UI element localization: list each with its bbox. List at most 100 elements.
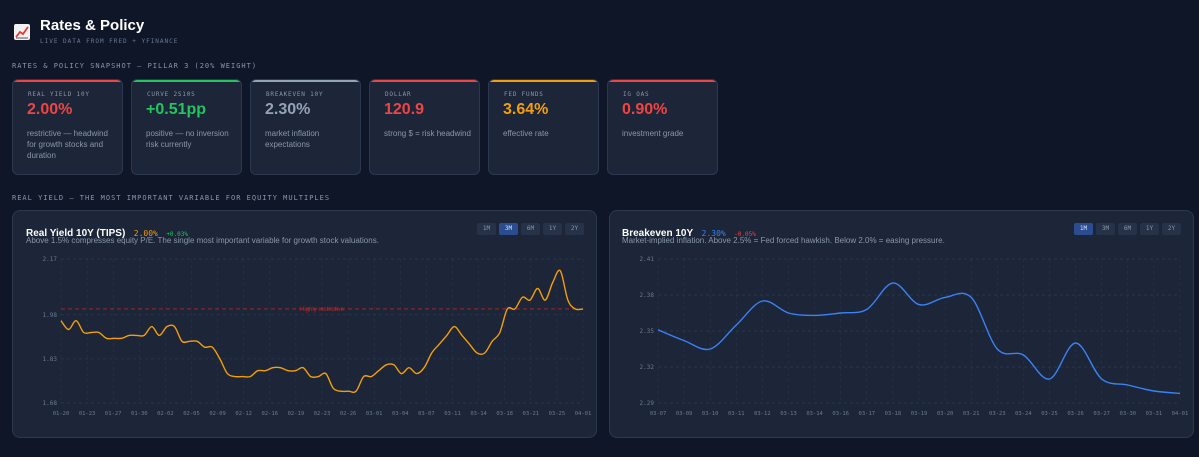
x-tick-label: 03-25 [1041, 411, 1058, 417]
range-button-3m[interactable]: 3M [499, 223, 518, 235]
card-accent-bar [132, 80, 241, 82]
x-tick-label: 03-31 [1146, 411, 1163, 417]
x-tick-label: 04-01 [575, 411, 592, 417]
x-tick-label: 02-05 [183, 411, 200, 417]
x-tick-label: 03-19 [911, 411, 928, 417]
card-value: 2.00% [27, 101, 73, 118]
panel-name: Real Yield 10Y (TIPS) [26, 228, 126, 239]
series-line [657, 282, 1181, 395]
x-tick-label: 02-09 [209, 411, 226, 417]
y-tick-label: 2.38 [640, 292, 655, 299]
range-button-3m[interactable]: 3M [1096, 223, 1115, 235]
x-tick-label: 03-30 [1120, 411, 1137, 417]
card-accent-bar [608, 80, 717, 82]
range-button-2y[interactable]: 2Y [1162, 223, 1181, 235]
reference-line-label: Highly restrictive [300, 307, 345, 313]
y-tick-label: 2.35 [640, 328, 655, 335]
x-tick-label: 01-20 [53, 411, 70, 417]
snapshot-card: IG OAS 0.90% investment grade [607, 79, 718, 175]
x-tick-label: 03-09 [676, 411, 693, 417]
card-value: 0.90% [622, 101, 668, 118]
card-label: FED FUNDS [504, 91, 544, 98]
card-value: +0.51pp [146, 101, 207, 118]
range-button-1y[interactable]: 1Y [1140, 223, 1159, 235]
x-tick-label: 03-21 [523, 411, 540, 417]
x-tick-label: 03-11 [444, 411, 461, 417]
y-tick-label: 1.68 [43, 400, 58, 407]
page-subtitle: LIVE DATA FROM FRED + YFINANCE [40, 38, 179, 45]
card-value: 3.64% [503, 101, 549, 118]
chart-logo-icon [14, 24, 30, 40]
real-yield-chart: 1.68 1.83 1.98 2.17 01-20 01-23 01-27 01-30 02-0… [43, 256, 592, 417]
panel-delta: -0.05% [734, 231, 756, 238]
range-button-1m[interactable]: 1M [1074, 223, 1093, 235]
x-tick-label: 03-12 [754, 411, 771, 417]
x-tick-label: 02-23 [314, 411, 331, 417]
panel-description: Market-implied inflation. Above 2.5% = F… [622, 236, 945, 245]
card-note: investment grade [622, 129, 684, 138]
range-button-1m[interactable]: 1M [477, 223, 496, 235]
breakeven-panel: Breakeven 10Y 2.30% -0.05% Market-implie… [609, 210, 1194, 438]
x-tick-label: 01-23 [79, 411, 96, 417]
panel-value: 2.30% [701, 229, 726, 238]
x-tick-label: 03-21 [963, 411, 980, 417]
x-tick-label: 03-13 [780, 411, 797, 417]
range-button-6m[interactable]: 6M [521, 223, 540, 235]
panel-title: Breakeven 10Y 2.30% -0.05% [622, 223, 756, 241]
card-note: restrictive — headwind for growth stocks… [27, 129, 108, 160]
x-tick-label: 03-10 [702, 411, 719, 417]
x-tick-label: 03-18 [885, 411, 902, 417]
snapshot-section-label: RATES & POLICY SNAPSHOT — PILLAR 3 (20% … [12, 62, 258, 70]
panel-name: Breakeven 10Y [622, 228, 694, 239]
panel-description: Above 1.5% compresses equity P/E. The si… [26, 236, 379, 245]
x-tick-label: 02-19 [288, 411, 305, 417]
card-label: DOLLAR [385, 91, 412, 98]
card-accent-bar [370, 80, 479, 82]
card-label: REAL YIELD 10Y [28, 91, 90, 98]
card-note: market inflation expectations [265, 129, 320, 149]
y-tick-label: 1.98 [43, 312, 58, 319]
breakeven-chart: 2.29 2.32 2.35 2.38 2.41 03-07 03-09 03-10 03-11… [640, 256, 1189, 417]
page-title: Rates & Policy [40, 17, 145, 34]
card-accent-bar [251, 80, 360, 82]
y-tick-label: 2.29 [640, 400, 655, 407]
y-tick-label: 2.17 [43, 256, 58, 263]
x-tick-label: 01-30 [131, 411, 148, 417]
range-button-1y[interactable]: 1Y [543, 223, 562, 235]
card-note: strong $ = risk headwind [384, 129, 471, 138]
x-tick-label: 03-23 [989, 411, 1006, 417]
x-tick-label: 03-14 [806, 411, 823, 417]
x-tick-label: 03-17 [859, 411, 876, 417]
snapshot-card: DOLLAR 120.9 strong $ = risk headwind [369, 79, 480, 175]
y-tick-label: 2.41 [640, 256, 655, 263]
panel-delta: +0.03% [166, 231, 188, 238]
x-tick-label: 02-16 [262, 411, 279, 417]
x-tick-label: 04-01 [1172, 411, 1189, 417]
y-tick-label: 2.32 [640, 364, 655, 371]
snapshot-card: BREAKEVEN 10Y 2.30% market inflation expec… [250, 79, 361, 175]
card-accent-bar [489, 80, 598, 82]
card-note: positive — no inversion risk currently [146, 129, 229, 149]
x-tick-label: 01-27 [105, 411, 122, 417]
panel-value: 2.00% [133, 229, 158, 238]
snapshot-card: CURVE 2S10S +0.51pp positive — no inversio… [131, 79, 242, 175]
card-label: BREAKEVEN 10Y [266, 91, 324, 98]
snapshot-card: REAL YIELD 10Y 2.00% restrictive — headwin… [12, 79, 123, 175]
x-tick-label: 03-18 [496, 411, 513, 417]
x-tick-label: 03-07 [418, 411, 435, 417]
x-tick-label: 02-02 [157, 411, 174, 417]
range-selector: 1M 3M 6M 1Y 2Y [477, 223, 584, 235]
x-tick-label: 03-16 [832, 411, 849, 417]
x-tick-label: 03-04 [392, 411, 409, 417]
series-line [60, 269, 584, 393]
range-button-6m[interactable]: 6M [1118, 223, 1137, 235]
x-tick-label: 03-07 [650, 411, 667, 417]
real-yield-section-label: REAL YIELD — THE MOST IMPORTANT VARIABLE… [12, 194, 331, 202]
range-button-2y[interactable]: 2Y [565, 223, 584, 235]
x-tick-label: 03-26 [1067, 411, 1084, 417]
x-tick-label: 02-12 [235, 411, 252, 417]
x-tick-label: 03-25 [549, 411, 566, 417]
card-value: 2.30% [265, 101, 311, 118]
x-tick-label: 03-11 [728, 411, 745, 417]
x-tick-label: 03-24 [1015, 411, 1032, 417]
